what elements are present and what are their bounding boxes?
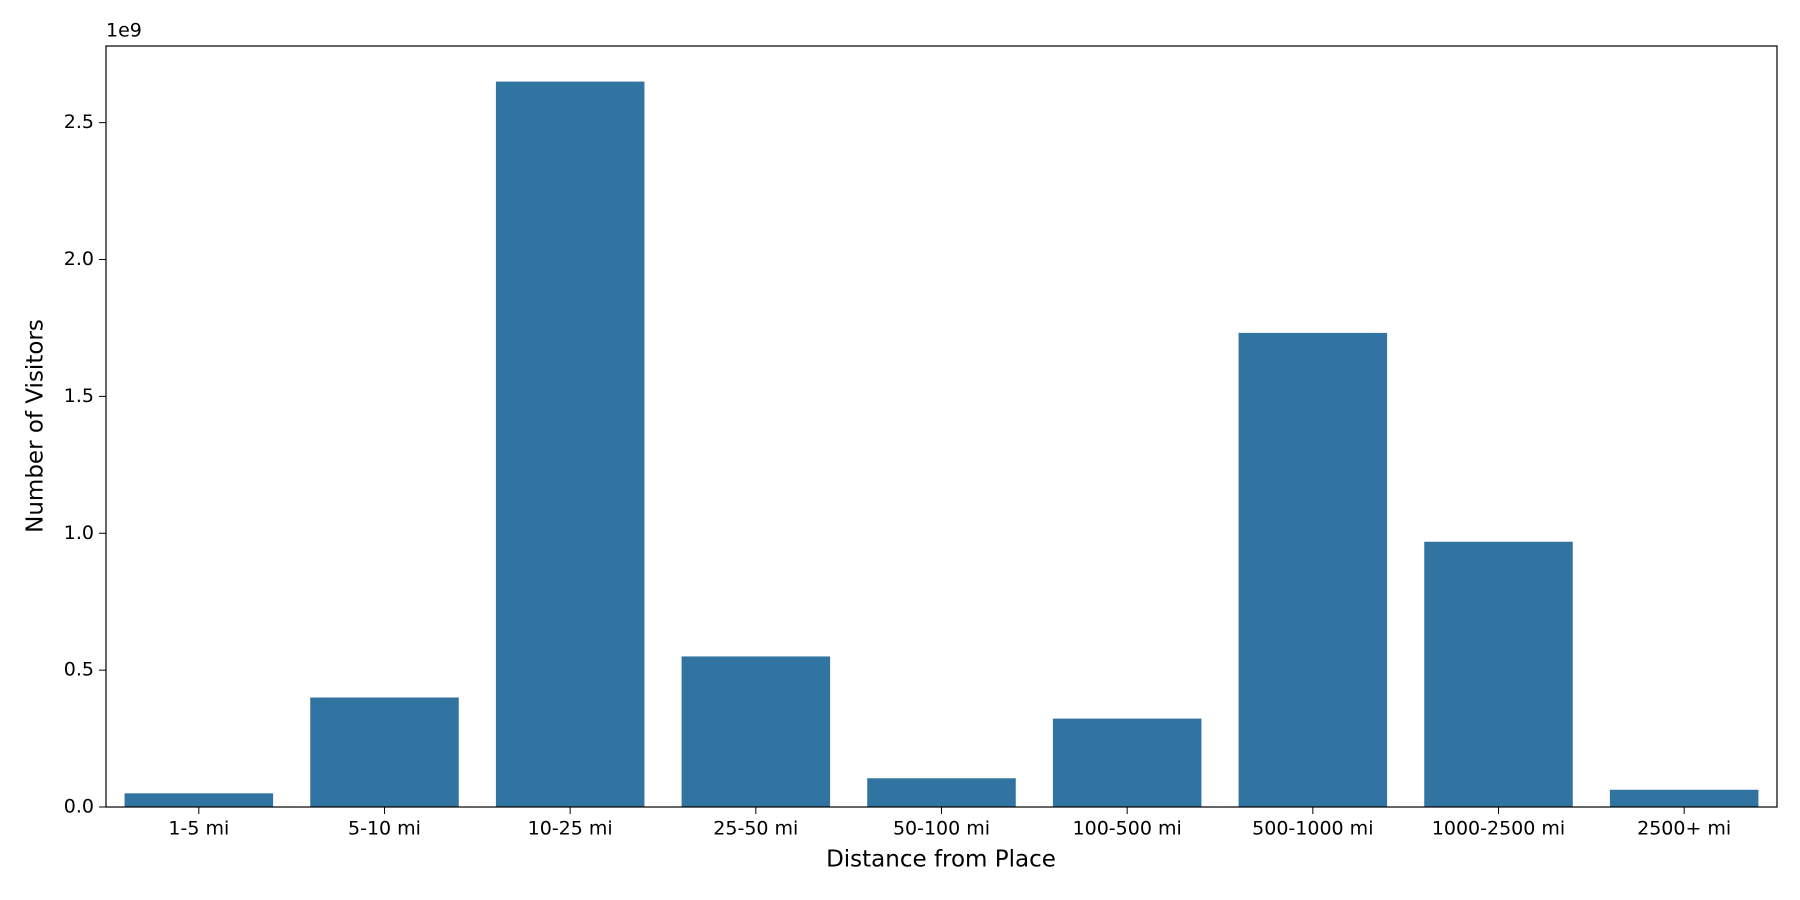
bar <box>1424 541 1573 807</box>
y-axis-label: Number of Visitors <box>23 319 49 533</box>
bar <box>867 778 1016 807</box>
bar <box>310 697 459 807</box>
x-tick-label: 500-1000 mi <box>1252 818 1373 840</box>
bar <box>1052 718 1202 807</box>
x-tick-label: 25-50 mi <box>713 818 798 840</box>
y-offset-label: 1e9 <box>106 20 142 42</box>
bar <box>124 793 274 807</box>
x-tick-label: 5-10 mi <box>348 818 421 840</box>
y-tick-label: 2.5 <box>64 111 94 133</box>
x-tick-label: 1000-2500 mi <box>1432 818 1565 840</box>
x-tick-label: 1-5 mi <box>168 818 229 840</box>
y-tick-label: 1.0 <box>64 522 94 544</box>
bar <box>681 656 831 807</box>
y-tick-label: 1.5 <box>64 385 94 407</box>
y-tick-label: 0.5 <box>64 659 94 681</box>
plot-frame <box>105 45 1778 808</box>
x-tick-label: 100-500 mi <box>1073 818 1182 840</box>
x-tick-label: 10-25 mi <box>528 818 613 840</box>
y-tick-label: 0.0 <box>64 796 94 818</box>
x-tick-label: 50-100 mi <box>893 818 990 840</box>
x-tick-label: 2500+ mi <box>1637 818 1731 840</box>
x-axis-label: Distance from Place <box>826 847 1056 873</box>
bar <box>1238 332 1388 807</box>
bar <box>1609 789 1759 807</box>
y-tick-label: 2.0 <box>64 248 94 270</box>
bar <box>495 81 645 808</box>
